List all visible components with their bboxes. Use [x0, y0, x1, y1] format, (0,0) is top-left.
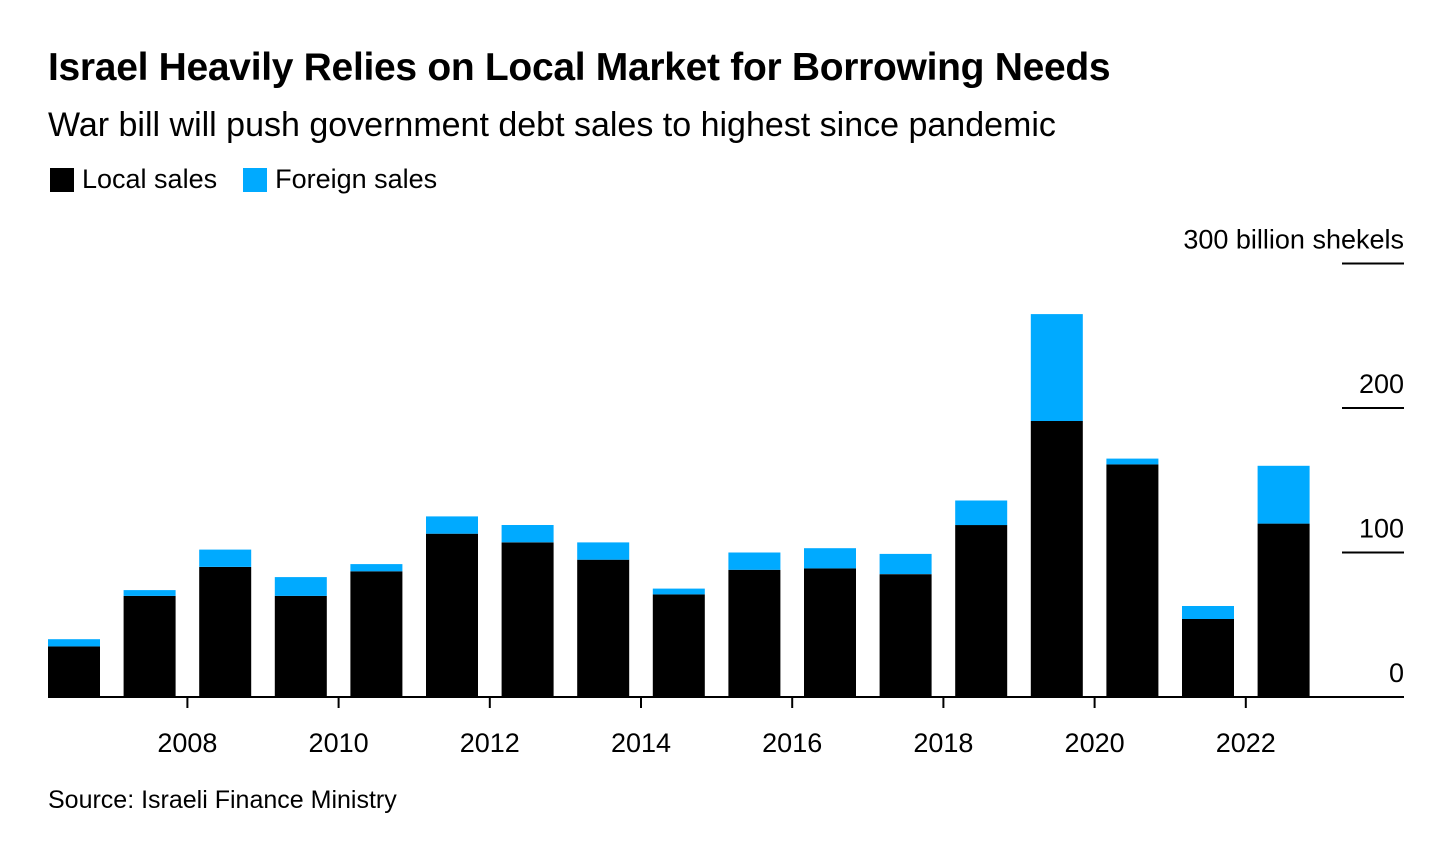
bar-foreign-2019 — [955, 500, 1008, 526]
source-note: Source: Israeli Finance Ministry — [48, 786, 397, 814]
bar-group — [48, 314, 1310, 697]
bar-local-2018 — [879, 574, 932, 697]
chart-title: Israel Heavily Relies on Local Market fo… — [48, 46, 1111, 89]
y-tick-label-300: 300 billion shekels — [1183, 225, 1404, 255]
bar-local-2008 — [123, 595, 176, 697]
y-axis: 0 100 200 300 billion shekels — [1183, 225, 1404, 688]
y-tick-label-0: 0 — [1389, 658, 1404, 688]
legend-item-foreign: Foreign sales — [243, 164, 437, 195]
bar-local-2019 — [955, 525, 1008, 697]
x-tick-label-2008: 2008 — [157, 728, 217, 758]
bar-local-2020 — [1030, 421, 1083, 697]
legend-label-local: Local sales — [82, 164, 218, 194]
bar-local-2011 — [350, 571, 403, 697]
chart-legend: Local sales Foreign sales — [50, 164, 463, 195]
bar-local-2013 — [501, 542, 554, 697]
x-tick-label-2018: 2018 — [913, 728, 973, 758]
bar-local-2012 — [426, 533, 478, 697]
x-tick-label-2020: 2020 — [1065, 728, 1125, 758]
bar-foreign-2018 — [879, 553, 932, 575]
bar-foreign-2011 — [350, 564, 403, 572]
x-axis: 2008 2010 2012 2014 2016 2018 2020 2022 — [48, 696, 1404, 758]
bar-local-2009 — [199, 567, 252, 697]
bar-local-2007 — [48, 646, 100, 697]
bar-foreign-2021 — [1106, 458, 1159, 465]
bar-local-2017 — [804, 568, 856, 697]
legend-swatch-local — [50, 167, 74, 192]
bar-foreign-2023 — [1257, 465, 1310, 524]
legend-label-foreign: Foreign sales — [275, 164, 438, 194]
bar-foreign-2016 — [728, 552, 781, 570]
x-tick-label-2012: 2012 — [460, 728, 520, 758]
bar-foreign-2020 — [1030, 314, 1083, 421]
bar-foreign-2007 — [48, 639, 100, 647]
bar-local-2016 — [728, 569, 781, 697]
bar-foreign-2022 — [1182, 606, 1234, 619]
chart-subtitle: War bill will push government debt sales… — [48, 106, 1056, 144]
bar-foreign-2014 — [577, 542, 630, 560]
y-tick-label-100: 100 — [1359, 514, 1404, 544]
bar-foreign-2015 — [652, 588, 705, 595]
bar-foreign-2017 — [804, 548, 856, 569]
bar-local-2014 — [577, 559, 630, 697]
y-tick-label-200: 200 — [1359, 369, 1404, 399]
bar-local-2010 — [274, 595, 327, 697]
bar-foreign-2013 — [501, 525, 554, 543]
x-tick-label-2014: 2014 — [611, 728, 671, 758]
x-tick-label-2016: 2016 — [762, 728, 822, 758]
legend-swatch-foreign — [243, 167, 268, 192]
bar-local-2021 — [1106, 464, 1159, 697]
bar-foreign-2008 — [123, 590, 176, 596]
legend-item-local: Local sales — [50, 164, 217, 195]
bar-foreign-2012 — [426, 516, 478, 534]
x-tick-label-2022: 2022 — [1216, 728, 1276, 758]
x-tick-label-2010: 2010 — [309, 728, 369, 758]
bar-local-2015 — [652, 594, 705, 697]
bar-local-2023 — [1257, 523, 1310, 697]
bar-foreign-2009 — [199, 549, 252, 567]
bar-foreign-2010 — [274, 577, 327, 596]
bar-local-2022 — [1182, 619, 1234, 697]
